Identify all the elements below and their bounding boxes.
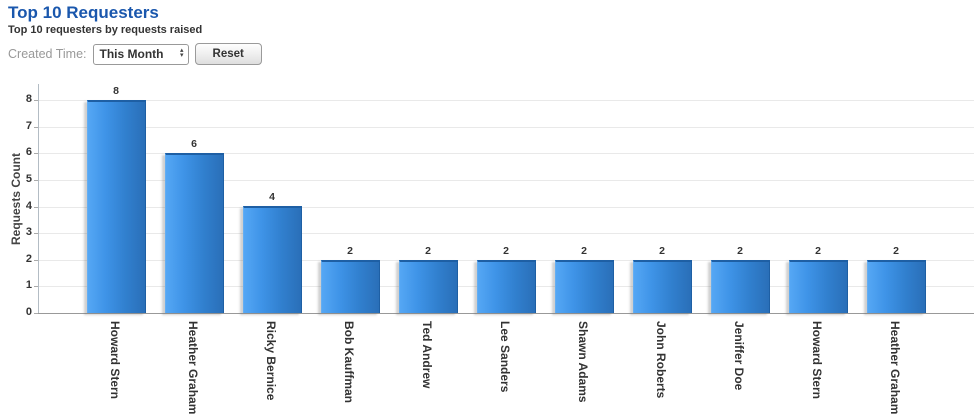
- y-tick-label: 4: [25, 199, 32, 212]
- x-category-label: Lee Sanders: [498, 321, 512, 393]
- bar-2[interactable]: [165, 153, 224, 313]
- bar-9[interactable]: [711, 260, 770, 313]
- y-tick-label: 3: [25, 226, 32, 239]
- created-time-selected-value: This Month: [99, 47, 164, 61]
- bar-value-label: 2: [893, 245, 899, 257]
- bar-4[interactable]: [321, 260, 380, 313]
- y-tick-label: 7: [25, 119, 32, 132]
- bar-5[interactable]: [399, 260, 458, 313]
- bar-value-label: 4: [269, 191, 275, 203]
- y-tick-mark: [34, 313, 38, 314]
- x-category-label: Howard Stern: [108, 321, 122, 400]
- gridline: [39, 100, 974, 101]
- x-category-label: Shawn Adams: [576, 321, 590, 403]
- gridline: [39, 206, 974, 208]
- reset-button[interactable]: Reset: [194, 43, 262, 65]
- y-axis-title: Requests Count: [9, 152, 23, 246]
- x-category-label: John Roberts: [654, 321, 668, 399]
- created-time-select[interactable]: This Month ▴ ▾: [92, 43, 189, 65]
- select-spinner-icon: ▴ ▾: [180, 47, 184, 59]
- bar-11[interactable]: [867, 260, 926, 313]
- x-category-label: Heather Graham: [888, 321, 902, 414]
- gridline: [39, 153, 974, 155]
- gridline: [39, 179, 974, 181]
- gridline: [39, 126, 974, 128]
- bar-value-label: 8: [113, 85, 119, 97]
- x-category-label: Ted Andrew: [420, 321, 434, 389]
- bar-value-label: 2: [659, 245, 665, 257]
- y-axis-line: [38, 84, 39, 313]
- bar-value-label: 2: [815, 245, 821, 257]
- y-tick-label: 6: [25, 146, 32, 159]
- y-tick-mark: [34, 259, 38, 261]
- bar-3[interactable]: [243, 206, 302, 313]
- y-tick-mark: [34, 206, 38, 208]
- x-category-label: Howard Stern: [810, 321, 824, 400]
- bar-value-label: 2: [737, 245, 743, 257]
- bar-value-label: 2: [503, 245, 509, 257]
- x-category-label: Heather Graham: [186, 321, 200, 414]
- bar-8[interactable]: [633, 260, 692, 313]
- x-category-label: Jeniffer Doe: [732, 321, 746, 391]
- y-tick-label: 1: [25, 279, 32, 292]
- y-tick-label: 2: [25, 252, 32, 265]
- y-tick-label: 8: [25, 93, 32, 105]
- bar-6[interactable]: [477, 260, 536, 313]
- bar-10[interactable]: [789, 260, 848, 313]
- y-tick-mark: [34, 233, 38, 235]
- y-tick-label: 5: [25, 172, 32, 185]
- y-tick-mark: [34, 179, 38, 181]
- y-tick-mark: [34, 126, 38, 128]
- bar-1[interactable]: [87, 100, 146, 313]
- y-tick-mark: [34, 100, 38, 101]
- bar-value-label: 6: [191, 138, 197, 150]
- y-tick-mark: [34, 286, 38, 288]
- y-tick-mark: [34, 153, 38, 155]
- x-category-label: Ricky Bernice: [264, 321, 278, 401]
- page-title: Top 10 Requesters: [8, 3, 159, 22]
- gridline: [39, 233, 974, 235]
- bar-chart: 0 1 2 3 4 5 6 7 8 Requests Count 8 Howard Stern 6 Hea…: [0, 80, 976, 414]
- bar-value-label: 2: [347, 245, 353, 257]
- created-time-label: Created Time:: [8, 47, 87, 61]
- bar-value-label: 2: [581, 245, 587, 257]
- bar-7[interactable]: [555, 260, 614, 313]
- y-tick-label: 0: [25, 306, 32, 318]
- filter-controls: Created Time: This Month ▴ ▾ Reset: [8, 43, 262, 65]
- x-category-label: Bob Kauffman: [342, 321, 356, 403]
- page-subtitle: Top 10 requesters by requests raised: [8, 24, 203, 36]
- x-axis-line: [38, 313, 974, 314]
- bar-value-label: 2: [425, 245, 431, 257]
